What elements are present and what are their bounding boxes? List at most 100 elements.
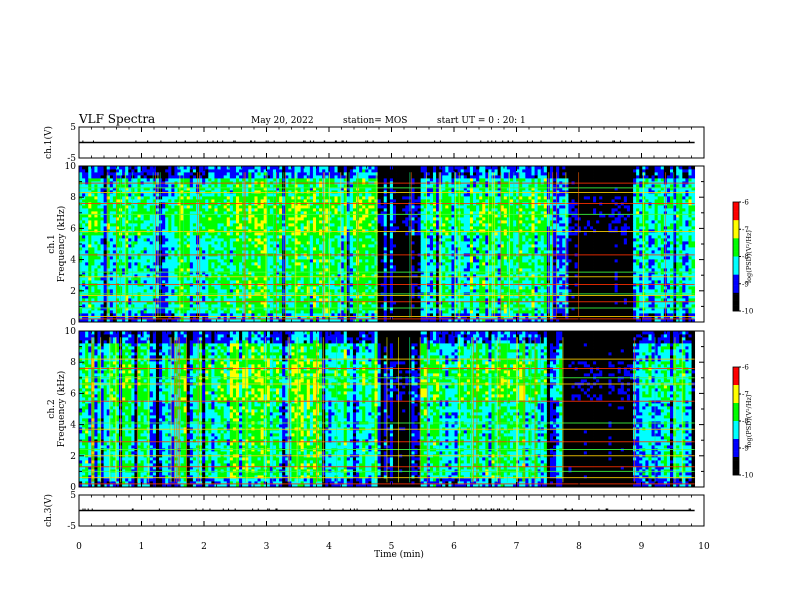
spectrogram-cell	[205, 313, 208, 316]
spectrogram-cell	[325, 277, 328, 280]
spectrogram-cell	[584, 268, 587, 271]
spectrogram-cell	[171, 289, 174, 292]
spectrogram-cell	[553, 262, 556, 265]
spectrogram-cell	[279, 277, 282, 280]
spectrogram-cell	[353, 271, 356, 274]
spectrogram-cell	[178, 304, 181, 307]
ch1-trace-spike	[310, 141, 311, 143]
spectrogram-cell	[316, 271, 319, 274]
spectrogram-cell	[104, 259, 107, 262]
spectrogram-cell	[661, 268, 664, 271]
spectrogram-cell	[141, 280, 144, 283]
spectrogram-cell	[692, 277, 695, 280]
spectrogram-cell	[101, 277, 104, 280]
spectrogram-cell	[396, 313, 399, 316]
spectrogram-cell	[581, 262, 584, 265]
spectrogram-cell	[575, 262, 578, 265]
spectrogram-cell	[371, 259, 374, 262]
spectrogram-cell	[476, 310, 479, 313]
spectrogram-cell	[399, 289, 402, 292]
spectrogram-cell	[85, 280, 88, 283]
spectrogram-cell	[541, 286, 544, 289]
spectrogram-cell	[618, 313, 621, 316]
spectrogram-cell	[248, 262, 251, 265]
spectrogram-cell	[88, 268, 91, 271]
spectrogram-cell	[633, 289, 636, 292]
spectrogram-cell	[371, 289, 374, 292]
spectrogram-cell	[307, 259, 310, 262]
spectrogram-cell	[402, 280, 405, 283]
spectrogram-cell	[359, 298, 362, 301]
spectrogram-cell	[97, 286, 100, 289]
spectrogram-cell	[224, 286, 227, 289]
spectrogram-cell	[205, 286, 208, 289]
spectrogram-cell	[575, 271, 578, 274]
spectrogram-cell	[168, 280, 171, 283]
spectrogram-cell	[270, 310, 273, 313]
spectrogram-cell	[307, 262, 310, 265]
spectrogram-cell	[661, 313, 664, 316]
spectrogram-cell	[251, 259, 254, 262]
spectrogram-cell	[624, 268, 627, 271]
spectrogram-cell	[128, 271, 131, 274]
spectrogram-cell	[101, 262, 104, 265]
ch1-trace-spike	[596, 141, 597, 143]
spectrogram-cell	[461, 271, 464, 274]
spectrogram-cell	[448, 280, 451, 283]
spectrogram-cell	[467, 259, 470, 262]
spectrogram-cell	[147, 268, 150, 271]
spectrogram-cell	[137, 304, 140, 307]
spectrogram-cell	[378, 265, 381, 268]
spectrogram-cell	[402, 286, 405, 289]
spectrogram-cell	[110, 265, 113, 268]
spectrogram-cell	[214, 277, 217, 280]
spectrogram-cell	[378, 298, 381, 301]
spectrogram-cell	[221, 298, 224, 301]
spectrogram-cell	[319, 289, 322, 292]
spectrogram-cell	[131, 289, 134, 292]
spectrogram-cell	[655, 286, 658, 289]
spectrogram-cell	[587, 310, 590, 313]
spectrogram-cell	[239, 271, 242, 274]
spectrogram-cell	[639, 268, 642, 271]
spectrogram-cell	[645, 262, 648, 265]
spectrogram-cell	[615, 286, 618, 289]
ch1-trace-spike	[286, 141, 287, 143]
spectrogram-cell	[94, 280, 97, 283]
spectrogram-cell	[362, 304, 365, 307]
spectrogram-cell	[254, 262, 257, 265]
spectrogram-cell	[316, 313, 319, 316]
spectrogram-cell	[94, 259, 97, 262]
spectrogram-cell	[396, 286, 399, 289]
spectrogram-cell	[214, 259, 217, 262]
spectrogram-cell	[482, 259, 485, 262]
spectrogram-cell	[393, 262, 396, 265]
spectrogram-cell	[584, 280, 587, 283]
spectrogram-cell	[433, 277, 436, 280]
spectrogram-cell	[590, 280, 593, 283]
spectrogram-cell	[525, 310, 528, 313]
spectrogram-cell	[304, 259, 307, 262]
spectrogram-cell	[535, 304, 538, 307]
spectrogram-cell	[239, 310, 242, 313]
ch1-trace-spike	[565, 141, 566, 143]
spectrogram-cell	[572, 277, 575, 280]
spectrogram-cell	[101, 280, 104, 283]
spectrogram-cell	[642, 277, 645, 280]
spectrogram-cell	[97, 268, 100, 271]
spectrogram-cell	[171, 268, 174, 271]
spectrogram-cell	[205, 289, 208, 292]
spectrogram-cell	[350, 280, 353, 283]
spectrogram-cell	[202, 259, 205, 262]
spectrogram-cell	[402, 259, 405, 262]
spectrogram-cell	[319, 262, 322, 265]
spectrogram-cell	[562, 313, 565, 316]
spectrogram-cell	[214, 286, 217, 289]
spectrogram-cell	[94, 304, 97, 307]
spectrogram-cell	[636, 289, 639, 292]
spectrogram-cell	[205, 277, 208, 280]
spectrogram-cell	[359, 304, 362, 307]
spectrogram-cell	[596, 289, 599, 292]
spectrogram-cell	[655, 298, 658, 301]
spectrogram-cell	[685, 310, 688, 313]
